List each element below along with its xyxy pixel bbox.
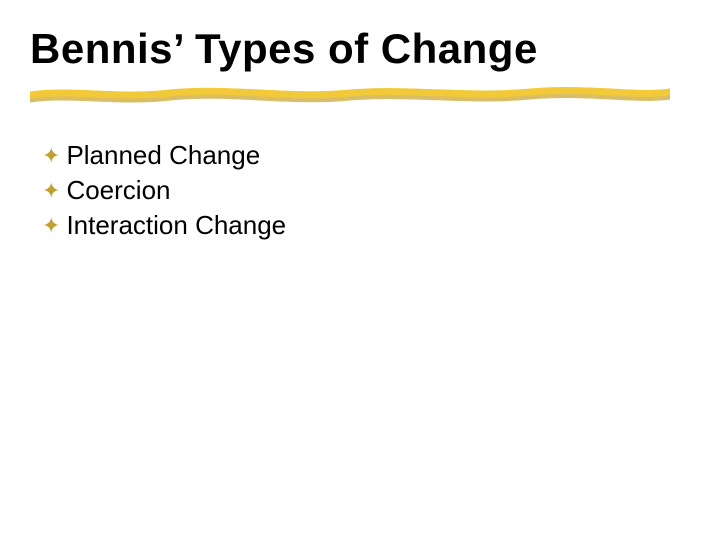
list-item: ✦ Interaction Change <box>42 210 286 241</box>
slide: Bennis’ Types of Change ✦ Planned Change… <box>0 0 720 540</box>
bullet-text: Planned Change <box>66 140 260 171</box>
bullet-icon: ✦ <box>42 180 60 202</box>
underline-main <box>30 91 670 95</box>
bullet-icon: ✦ <box>42 145 60 167</box>
bullet-text: Coercion <box>66 175 170 206</box>
list-item: ✦ Coercion <box>42 175 286 206</box>
bullet-list: ✦ Planned Change ✦ Coercion ✦ Interactio… <box>42 140 286 245</box>
slide-title: Bennis’ Types of Change <box>30 26 690 72</box>
list-item: ✦ Planned Change <box>42 140 286 171</box>
underline-shadow <box>30 94 670 98</box>
title-wrap: Bennis’ Types of Change <box>30 26 690 72</box>
bullet-icon: ✦ <box>42 215 60 237</box>
bullet-text: Interaction Change <box>66 210 286 241</box>
title-underline <box>30 86 670 106</box>
